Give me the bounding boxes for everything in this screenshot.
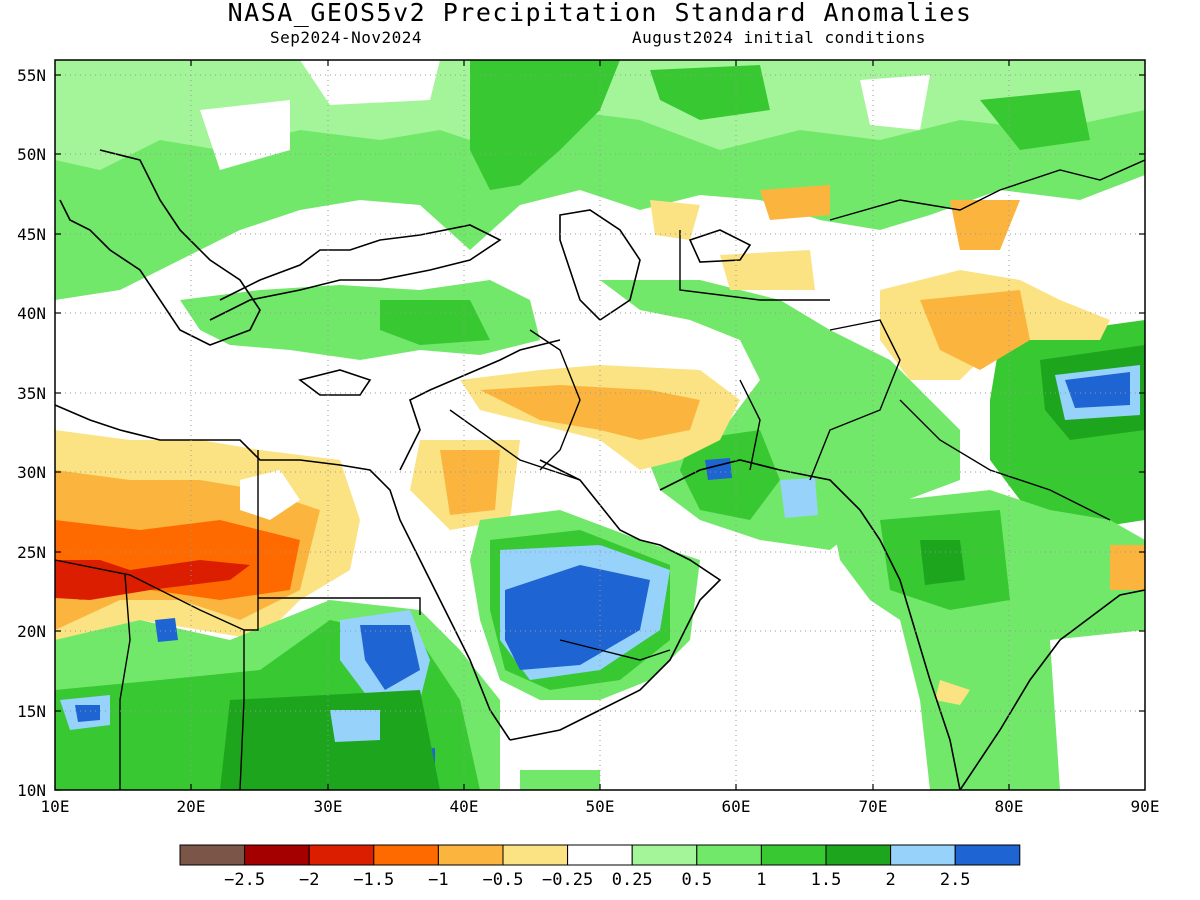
colorbar-label: −1 [428,870,448,890]
gridlines [55,60,1145,790]
colorbar-label: 2.5 [940,870,971,890]
colorbar-swatch [179,844,246,866]
lon-label: 70E [859,797,888,816]
lat-label: 20N [17,622,46,641]
colorbar-label: 1 [756,870,766,890]
map-title: NASA_GEOS5v2 Precipitation Standard Anom… [227,0,973,27]
lon-label: 10E [41,797,70,816]
colorbar-swatch [567,844,633,866]
lon-label: 30E [314,797,343,816]
colorbar-label: −2 [299,870,319,890]
colorbar-swatch [890,844,956,866]
colorbar-swatch [825,844,892,866]
colorbar-label: −0.25 [542,870,593,890]
lon-label: 40E [450,797,479,816]
lon-label: 80E [995,797,1024,816]
lat-label: 15N [17,702,46,721]
colorbar-swatch [244,844,310,866]
colorbar-swatch [696,844,762,866]
lat-label: 25N [17,543,46,562]
colorbar-label: 2 [885,870,895,890]
colorbar-label: 0.25 [612,870,653,890]
colorbar-swatch [502,844,569,866]
lat-label: 45N [17,225,46,244]
lat-label: 55N [17,66,46,85]
colorbar-swatch [631,844,698,866]
colorbar-swatch [373,844,439,866]
country-borders [54,159,1146,791]
colorbar-label: 0.5 [681,870,712,890]
lat-label: 10N [17,781,46,800]
colorbar-swatch [954,844,1021,866]
lon-label: 90E [1131,797,1160,816]
colorbar-label: −1.5 [353,870,394,890]
colorbar-label: −0.5 [483,870,524,890]
lat-label: 50N [17,145,46,164]
colorbar-label: −2.5 [224,870,265,890]
lat-label: 30N [17,463,46,482]
colorbar-swatch [760,844,827,866]
latitude-axis: 10N 15N 20N 25N 30N 35N 40N 45N 50N 55N [17,66,1145,800]
colorbar-label: 1.5 [811,870,842,890]
coastlines [54,149,1146,791]
lat-label: 35N [17,384,46,403]
colorbar-swatch [437,844,504,866]
initial-conditions: August2024 initial conditions [632,28,926,47]
longitude-axis: 10E 20E 30E 40E 50E 60E 70E 80E 90E [41,60,1160,816]
colorbar: −2.5 −2 −1.5 −1 −0.5 −0.25 0.25 0.5 1 1.5 2 2.5 [179,844,1021,890]
lat-label: 40N [17,304,46,323]
colorbar-swatch [308,844,375,866]
lon-label: 20E [177,797,206,816]
lon-label: 60E [722,797,751,816]
lon-label: 50E [586,797,615,816]
forecast-period: Sep2024-Nov2024 [270,28,422,47]
